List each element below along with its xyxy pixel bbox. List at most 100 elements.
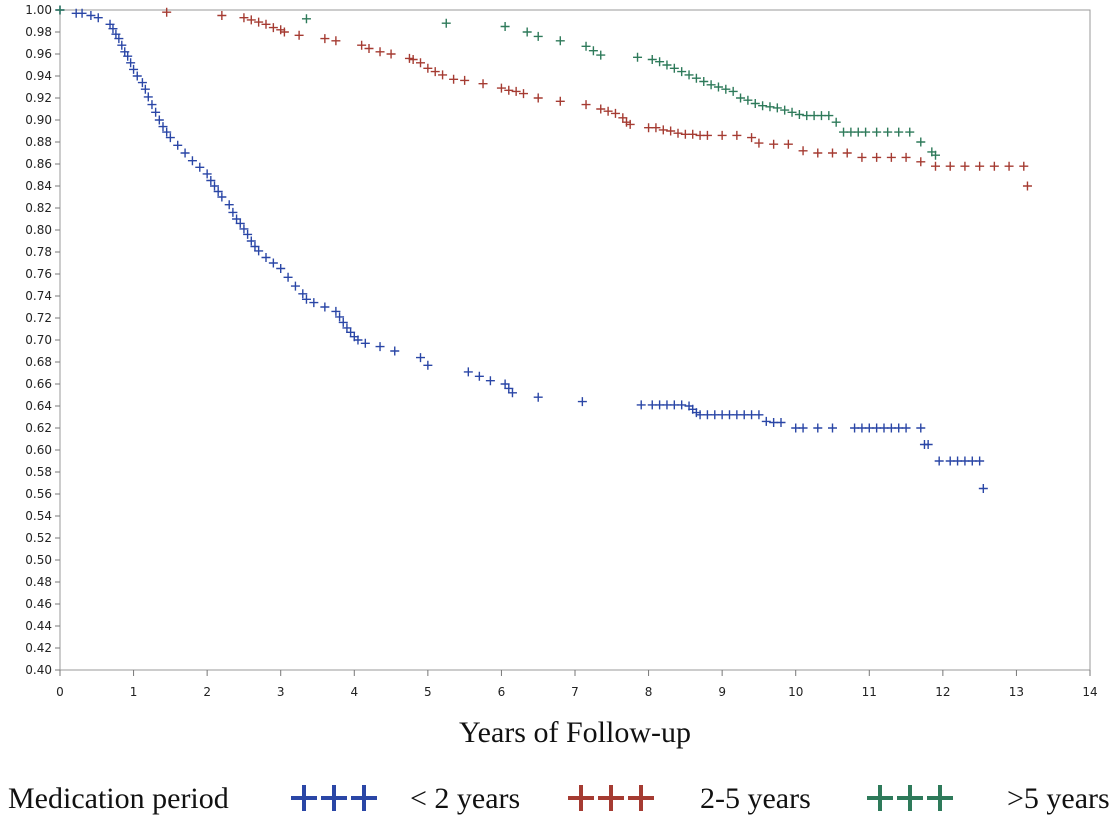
data-point [798, 146, 808, 156]
data-point [210, 181, 219, 191]
data-point [581, 100, 591, 110]
data-point [430, 67, 440, 77]
y-tick-label: 0.96 [25, 47, 52, 61]
data-point [677, 67, 687, 77]
data-point [460, 75, 470, 85]
data-point [555, 36, 565, 46]
data-point [794, 110, 804, 119]
data-point [699, 77, 709, 86]
data-point [213, 187, 223, 196]
data-point [338, 317, 348, 327]
data-point [449, 74, 459, 84]
series-0 [55, 5, 988, 493]
data-point [677, 400, 687, 410]
data-point [320, 302, 330, 312]
data-point [721, 84, 731, 94]
legend-title: Medication period [8, 782, 229, 815]
data-point [1004, 161, 1014, 171]
x-tick-label: 12 [935, 685, 950, 699]
data-point [901, 152, 911, 162]
data-point [647, 55, 657, 64]
data-point [276, 264, 286, 273]
data-point [603, 106, 613, 116]
y-tick-label: 0.88 [25, 135, 52, 149]
data-point [813, 148, 823, 158]
data-point [360, 338, 370, 348]
x-tick-label: 7 [571, 685, 579, 699]
data-point [416, 353, 425, 363]
y-tick-label: 0.48 [25, 575, 52, 589]
data-point [673, 128, 683, 138]
series-1 [162, 7, 1032, 191]
series-layer [55, 5, 1032, 493]
data-point [77, 8, 87, 18]
data-point [357, 40, 367, 50]
data-point [754, 410, 764, 420]
data-point [195, 162, 205, 172]
data-point [662, 60, 672, 70]
legend-marker [568, 785, 654, 811]
series-2 [55, 5, 940, 160]
data-point [463, 367, 473, 377]
y-tick-label: 0.90 [25, 113, 52, 127]
data-point [147, 100, 157, 110]
x-tick-label: 8 [645, 685, 653, 699]
data-point [702, 130, 712, 140]
data-point [507, 388, 517, 398]
data-point [416, 58, 425, 68]
y-tick-label: 0.58 [25, 465, 52, 479]
data-point [143, 92, 153, 102]
data-point [533, 93, 543, 103]
data-point [588, 46, 598, 56]
data-point [123, 51, 133, 61]
data-point [511, 86, 521, 96]
data-point [228, 207, 238, 217]
data-point [331, 36, 341, 46]
data-point [268, 23, 278, 33]
data-point [857, 152, 867, 162]
legend-plus-glyph [927, 785, 953, 811]
data-point [736, 93, 746, 103]
data-point [180, 148, 190, 158]
data-point [916, 423, 926, 433]
data-point [261, 19, 271, 29]
data-point [519, 89, 528, 99]
data-point [636, 400, 646, 410]
data-point [831, 117, 841, 127]
data-point [861, 127, 871, 137]
y-axis: 0.40 0.42 0.44 0.46 0.48 0.50 0.52 0.54 0.56 0.58… [25, 3, 60, 677]
y-tick-label: 0.66 [25, 377, 52, 391]
x-tick-label: 11 [862, 685, 877, 699]
data-point [246, 15, 256, 25]
legend-plus-glyph [321, 785, 347, 811]
data-point [478, 79, 488, 89]
data-point [978, 484, 988, 493]
data-point [268, 258, 278, 268]
data-point [353, 335, 363, 345]
x-tick-label: 3 [277, 685, 285, 699]
data-point [769, 139, 779, 149]
legend-plus-glyph [598, 785, 624, 811]
legend-label: < 2 years [410, 782, 520, 815]
data-point [787, 107, 797, 117]
legend-label: 2-5 years [700, 782, 811, 815]
data-point [758, 101, 768, 111]
data-point [375, 47, 385, 57]
data-point [224, 200, 234, 210]
data-point [916, 137, 926, 147]
data-point [126, 58, 136, 68]
data-point [154, 115, 164, 125]
data-point [754, 138, 764, 148]
data-point [596, 50, 606, 60]
data-point [423, 63, 433, 73]
data-point [386, 49, 396, 59]
x-tick-label: 4 [350, 685, 358, 699]
data-point [137, 78, 147, 88]
data-point [283, 272, 293, 282]
y-tick-label: 0.72 [25, 311, 52, 325]
data-point [86, 11, 96, 20]
data-point [691, 73, 701, 83]
y-tick-label: 1.00 [25, 3, 52, 17]
data-point [732, 130, 742, 140]
legend-label: >5 years [1007, 782, 1110, 815]
